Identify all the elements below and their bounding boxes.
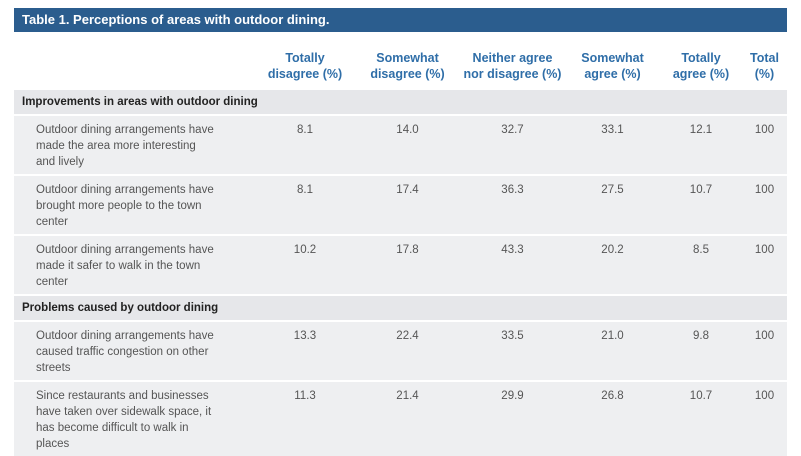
data-row: Outdoor dining arrangements have brought… xyxy=(14,174,787,235)
table-title: Table 1. Perceptions of areas with outdo… xyxy=(14,8,787,32)
data-row: Outdoor dining arrangements have made it… xyxy=(14,234,787,295)
value-cell: 100 xyxy=(742,174,787,235)
section-heading: Problems caused by outdoor dining xyxy=(14,294,787,321)
value-cell: 33.1 xyxy=(565,114,660,175)
section-row: Improvements in areas with outdoor dinin… xyxy=(14,88,787,115)
value-cell: 8.1 xyxy=(255,114,355,175)
column-header: Totally disagree (%) xyxy=(267,51,343,81)
value-cell: 11.3 xyxy=(255,380,355,456)
value-cell: 36.3 xyxy=(460,174,565,235)
row-label: Since restaurants and businesses have ta… xyxy=(14,380,255,456)
value-cell: 100 xyxy=(742,114,787,175)
value-cell: 10.7 xyxy=(660,174,742,235)
value-cell: 9.8 xyxy=(660,320,742,381)
value-cell: 100 xyxy=(742,380,787,456)
value-cell: 8.5 xyxy=(660,234,742,295)
column-header: Totally agree (%) xyxy=(672,51,730,81)
data-row: Outdoor dining arrangements have made th… xyxy=(14,114,787,175)
value-cell: 100 xyxy=(742,320,787,381)
value-cell: 21.0 xyxy=(565,320,660,381)
value-cell: 26.8 xyxy=(565,380,660,456)
column-header: Total (%) xyxy=(750,51,779,81)
column-header: Neither agree nor disagree (%) xyxy=(463,51,562,81)
value-cell: 10.2 xyxy=(255,234,355,295)
header-row: Totally disagree (%) Somewhat disagree (%… xyxy=(14,32,787,89)
value-cell: 20.2 xyxy=(565,234,660,295)
value-cell: 13.3 xyxy=(255,320,355,381)
value-cell: 17.4 xyxy=(355,174,460,235)
value-cell: 21.4 xyxy=(355,380,460,456)
column-header: Somewhat disagree (%) xyxy=(370,51,445,81)
value-cell: 22.4 xyxy=(355,320,460,381)
row-label: Outdoor dining arrangements have brought… xyxy=(14,174,255,235)
table-figure: Table 1. Perceptions of areas with outdo… xyxy=(14,8,787,456)
table: Totally disagree (%) Somewhat disagree (%… xyxy=(14,32,787,456)
row-label: Outdoor dining arrangements have made it… xyxy=(14,234,255,295)
value-cell: 14.0 xyxy=(355,114,460,175)
row-label: Outdoor dining arrangements have caused … xyxy=(14,320,255,381)
data-row: Outdoor dining arrangements have caused … xyxy=(14,320,787,381)
section-heading: Improvements in areas with outdoor dinin… xyxy=(14,88,787,115)
value-cell: 100 xyxy=(742,234,787,295)
page: Table 1. Perceptions of areas with outdo… xyxy=(14,8,787,456)
value-cell: 33.5 xyxy=(460,320,565,381)
value-cell: 29.9 xyxy=(460,380,565,456)
column-header: Somewhat agree (%) xyxy=(581,51,644,81)
value-cell: 32.7 xyxy=(460,114,565,175)
row-label: Outdoor dining arrangements have made th… xyxy=(14,114,255,175)
data-row: Since restaurants and businesses have ta… xyxy=(14,380,787,456)
value-cell: 12.1 xyxy=(660,114,742,175)
value-cell: 43.3 xyxy=(460,234,565,295)
header-cell xyxy=(14,32,255,89)
value-cell: 10.7 xyxy=(660,380,742,456)
section-row: Problems caused by outdoor dining xyxy=(14,294,787,321)
table-body: Improvements in areas with outdoor dinin… xyxy=(14,88,787,456)
value-cell: 8.1 xyxy=(255,174,355,235)
value-cell: 17.8 xyxy=(355,234,460,295)
value-cell: 27.5 xyxy=(565,174,660,235)
